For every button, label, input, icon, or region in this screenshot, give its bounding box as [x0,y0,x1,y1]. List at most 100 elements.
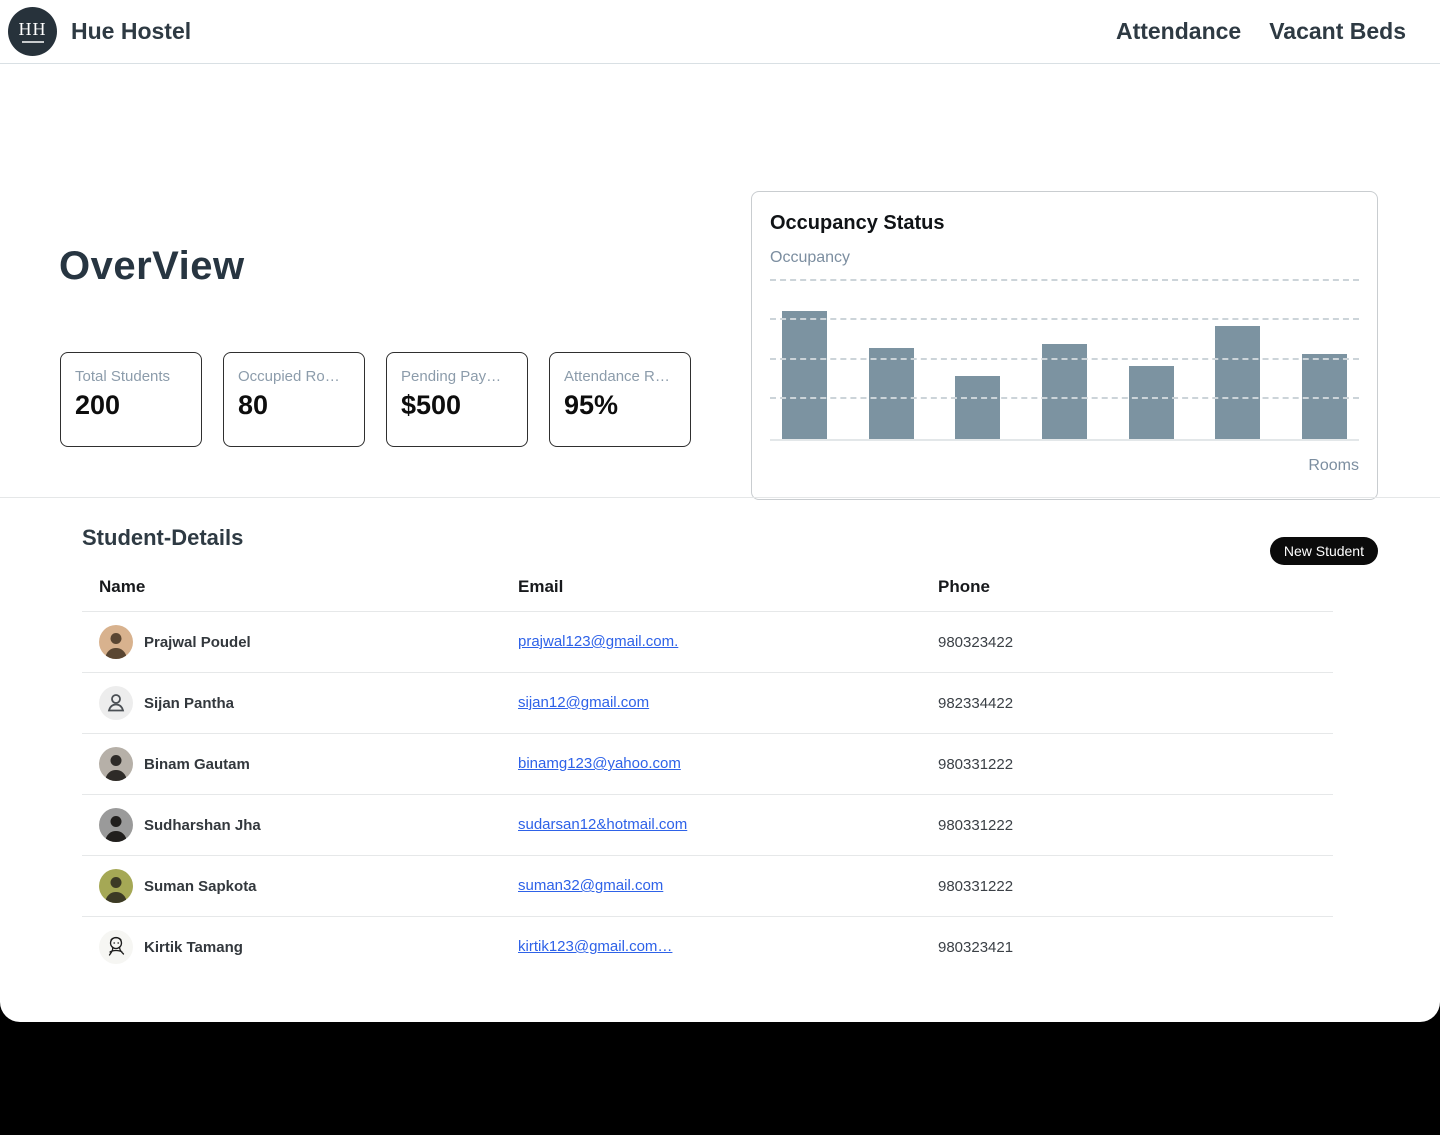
chart-title: Occupancy Status [770,212,945,234]
occupancy-chart-card: Occupancy Status Occupancy Rooms [751,191,1378,500]
student-phone: 980331222 [938,816,1014,834]
chart-gridline [770,397,1359,400]
student-email-link[interactable]: sijan12@gmail.com [518,694,650,711]
bar-slot [955,271,1001,439]
student-phone: 982334422 [938,694,1014,712]
stat-label: Attendance R… [564,368,670,385]
student-email-cell: binamg123@yahoo.com [518,755,938,773]
brand-title: Hue Hostel [71,18,192,44]
chart-x-axis-label: Rooms [1308,457,1359,474]
student-email-link[interactable]: sudarsan12&hotmail.com [518,816,688,833]
student-avatar [99,686,133,720]
page-footer [0,1022,1440,1135]
student-avatar [99,930,133,964]
table-body: Prajwal Poudel prajwal123@gmail.com. 98032… [82,611,1333,977]
bar-slot [1301,271,1347,439]
student-email-link[interactable]: kirtik123@gmail.com… [518,938,673,955]
student-email-link[interactable]: prajwal123@gmail.com. [518,633,679,650]
student-name-cell: Binam Gautam [99,747,518,781]
student-avatar [99,808,133,842]
student-name-cell: Kirtik Tamang [99,930,518,964]
student-email-link[interactable]: suman32@gmail.com [518,877,664,894]
occupancy-bar [955,375,1001,439]
hostel-logo[interactable]: HH [8,7,57,56]
new-student-button[interactable]: New Student [1269,537,1378,565]
student-phone: 980323422 [938,633,1014,651]
nav-links: Attendance Vacant Beds [1116,18,1406,45]
stat-card: Pending Pay… $500 [386,352,528,447]
chart-gridline [770,278,1359,281]
occupancy-bar [868,348,914,439]
student-name: Prajwal Poudel [144,633,251,651]
stat-value: 95% [564,390,619,420]
occupancy-bar [1215,326,1261,439]
student-details-section: Student-Details New Student Name Email P… [0,497,1440,977]
occupancy-bar [1301,354,1347,439]
student-name: Suman Sapkota [144,877,257,895]
bar-slot [782,271,827,439]
table-row: Sijan Pantha sijan12@gmail.com 982334422 [82,672,1333,733]
table-row: Binam Gautam binamg123@yahoo.com 980331222 [82,733,1333,794]
stat-cards: Total Students 200 Occupied Ro… 80 Pending P… [60,352,691,447]
student-name-cell: Sijan Pantha [99,686,518,720]
logo-underline [21,41,44,43]
student-name-cell: Suman Sapkota [99,869,518,903]
student-email-cell: sijan12@gmail.com [518,694,938,712]
student-email-cell: sudarsan12&hotmail.com [518,816,938,834]
nav-link-vacant-beds[interactable]: Vacant Beds [1269,18,1406,44]
bar-slot [1128,271,1174,439]
table-row: Prajwal Poudel prajwal123@gmail.com. 98032… [82,611,1333,672]
stat-value: 200 [75,390,121,420]
student-avatar [99,869,133,903]
student-name: Sudharshan Jha [144,816,261,834]
chart-y-axis-label: Occupancy [770,249,851,266]
students-table: Name Email Phone Prajwal Poudel prajwal12… [82,577,1333,977]
navbar: HH Hue Hostel Attendance Vacant Beds [0,0,1440,64]
column-header-name: Name [99,577,146,596]
student-name: Binam Gautam [144,755,250,773]
column-header-phone: Phone [938,577,990,596]
stat-card: Attendance R… 95% [549,352,691,447]
student-avatar [99,747,133,781]
main-content: HH Hue Hostel Attendance Vacant Beds Ove… [0,0,1440,1022]
occupancy-bar [1128,365,1174,439]
student-email-cell: suman32@gmail.com [518,877,938,895]
student-phone: 980331222 [938,877,1014,895]
student-phone: 980323421 [938,938,1014,956]
student-name: Kirtik Tamang [144,938,243,956]
student-email-cell: kirtik123@gmail.com… [518,938,938,956]
overview-section: OverView Total Students 200 Occupied Ro… 80… [0,64,1440,500]
stat-card: Total Students 200 [60,352,202,447]
stat-value: $500 [401,390,462,420]
page-title: OverView [59,244,245,288]
student-name: Sijan Pantha [144,694,235,712]
student-email-link[interactable]: binamg123@yahoo.com [518,755,681,772]
bar-chart-plot [770,271,1359,441]
stat-value: 80 [238,390,269,420]
table-row: Kirtik Tamang kirtik123@gmail.com… 9803234… [82,916,1333,977]
chart-gridline [770,318,1359,321]
bar-series [782,271,1347,439]
bar-slot [1215,271,1261,439]
student-avatar [99,625,133,659]
table-row: Sudharshan Jha sudarsan12&hotmail.com 9803… [82,794,1333,855]
occupancy-bar [782,310,827,439]
table-row: Suman Sapkota suman32@gmail.com 980331222 [82,855,1333,916]
chart-gridline [770,357,1359,360]
logo-monogram: HH [18,19,47,39]
student-details-heading: Student-Details [82,525,244,550]
nav-link-attendance[interactable]: Attendance [1115,18,1242,44]
bar-slot [868,271,914,439]
stat-label: Total Students [75,368,171,385]
bar-slot [1041,271,1087,439]
table-header-row: Name Email Phone [82,577,1333,611]
stat-label: Pending Pay… [401,368,502,385]
column-header-email: Email [518,577,564,596]
stat-label: Occupied Ro… [238,368,340,385]
stat-card: Occupied Ro… 80 [223,352,365,447]
student-phone: 980331222 [938,755,1014,773]
student-name-cell: Sudharshan Jha [99,808,518,842]
student-name-cell: Prajwal Poudel [99,625,518,659]
student-email-cell: prajwal123@gmail.com. [518,633,938,651]
